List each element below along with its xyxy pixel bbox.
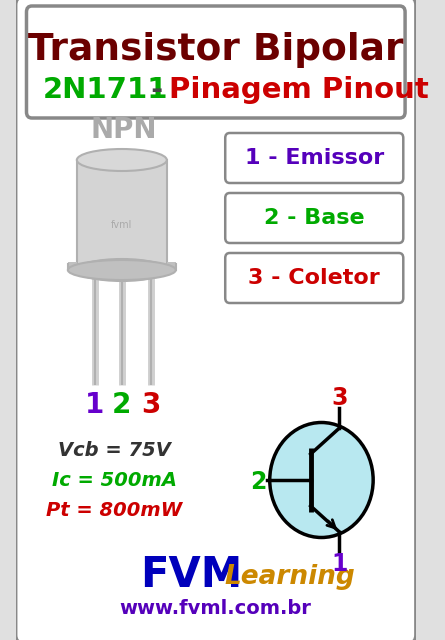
Ellipse shape [270,422,373,538]
Text: Pinagem Pinout: Pinagem Pinout [169,76,429,104]
FancyBboxPatch shape [16,0,416,640]
FancyBboxPatch shape [225,253,403,303]
Text: 3 - Coletor: 3 - Coletor [248,268,380,288]
Text: 1: 1 [85,391,105,419]
Text: Pt = 800mW: Pt = 800mW [46,500,183,520]
Text: fvml: fvml [111,220,133,230]
FancyBboxPatch shape [225,193,403,243]
FancyBboxPatch shape [225,133,403,183]
Ellipse shape [77,259,167,281]
Bar [167,262,176,270]
Text: Transistor Bipolar: Transistor Bipolar [28,32,403,68]
Ellipse shape [68,260,176,280]
Text: Ic = 500mA: Ic = 500mA [52,470,177,490]
Bar [77,160,167,270]
Text: 2: 2 [112,391,132,419]
Text: NPN: NPN [90,116,157,144]
Text: Vcb = 75V: Vcb = 75V [58,440,171,460]
FancyBboxPatch shape [27,6,405,118]
Text: 2N1711: 2N1711 [43,76,168,104]
Text: FVM: FVM [140,554,242,596]
Bar [68,262,77,270]
Text: 2 - Base: 2 - Base [264,208,364,228]
Text: -: - [141,76,173,104]
Text: Learning: Learning [225,564,356,590]
Text: 3: 3 [331,386,348,410]
Text: 1: 1 [331,552,348,576]
Text: 2: 2 [251,470,267,494]
Text: 1 - Emissor: 1 - Emissor [245,148,384,168]
Text: www.fvml.com.br: www.fvml.com.br [119,598,311,618]
Ellipse shape [77,149,167,171]
Text: 3: 3 [141,391,160,419]
